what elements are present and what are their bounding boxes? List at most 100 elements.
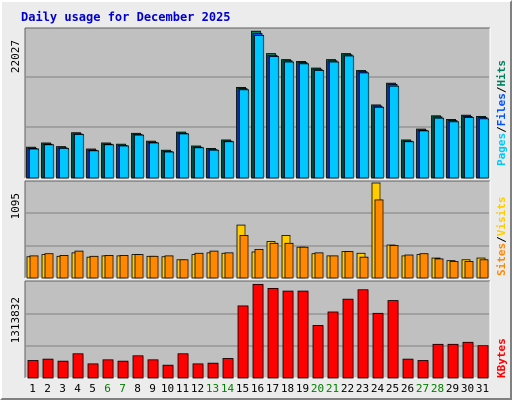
sites-bar — [464, 261, 474, 279]
pages-bar — [104, 144, 114, 179]
sites-bar — [344, 251, 354, 279]
sites-bar — [299, 246, 309, 279]
x-tick-label: 24 — [371, 382, 385, 395]
pages-bar — [449, 121, 459, 179]
x-tick-label: 17 — [266, 382, 279, 395]
x-tick-label: 13 — [206, 382, 219, 395]
x-tick-label: 3 — [59, 382, 66, 395]
sites-bar — [419, 253, 429, 279]
legend-visits: Visits — [495, 197, 508, 237]
sites-bar — [179, 259, 189, 279]
x-tick-label: 12 — [191, 382, 204, 395]
pages-bar — [434, 117, 444, 179]
kbytes-bar — [402, 358, 414, 379]
legend-separator: / — [495, 126, 508, 133]
sites-bar — [284, 242, 294, 279]
x-tick-label: 1 — [29, 382, 36, 395]
kbytes-bar — [432, 343, 444, 379]
pages-bar — [239, 89, 249, 179]
pages-bar — [209, 149, 219, 179]
sites-bar — [389, 245, 399, 279]
kbytes-bar — [222, 358, 234, 379]
x-tick-label: 25 — [386, 382, 399, 395]
kbytes-bar — [27, 360, 39, 379]
pages-bar — [314, 70, 324, 179]
kbytes-bar — [117, 360, 129, 379]
kbytes-bar — [312, 325, 324, 379]
x-tick-label: 28 — [431, 382, 444, 395]
kbytes-bar — [192, 363, 204, 379]
x-tick-label: 11 — [176, 382, 189, 395]
legend-kbytes: KBytes — [495, 338, 508, 378]
pages-bar — [89, 150, 99, 179]
sites-bar — [314, 252, 324, 279]
x-tick-label: 6 — [104, 382, 111, 395]
x-tick-label: 27 — [416, 382, 429, 395]
kbytes-bar — [417, 360, 429, 379]
kbytes-bar — [462, 341, 474, 379]
pages-bar — [419, 130, 429, 179]
kbytes-bar — [372, 312, 384, 379]
pages-bar — [269, 56, 279, 179]
x-tick-label: 16 — [251, 382, 264, 395]
legend-sites: Sites — [495, 243, 508, 276]
pages-bar — [329, 61, 339, 179]
x-tick-label: 19 — [296, 382, 309, 395]
x-tick-label: 9 — [149, 382, 156, 395]
x-tick-label: 14 — [221, 382, 235, 395]
x-tick-label: 5 — [89, 382, 96, 395]
pages-bar — [119, 145, 129, 179]
x-tick-label: 2 — [44, 382, 51, 395]
kbytes-bar — [102, 359, 114, 379]
x-tick-label: 10 — [161, 382, 174, 395]
x-tick-label: 8 — [134, 382, 141, 395]
legend-separator: / — [495, 86, 508, 93]
legend-hits: Hits — [495, 60, 508, 87]
pages-bar — [164, 151, 174, 179]
kbytes-bar — [282, 290, 294, 379]
pages-bar — [284, 61, 294, 179]
legend-files: Files — [495, 93, 508, 126]
pages-bar — [44, 144, 54, 179]
sites-bar — [209, 250, 219, 279]
x-tick-label: 21 — [326, 382, 339, 395]
x-tick-label: 23 — [356, 382, 369, 395]
x-tick-label: 30 — [461, 382, 474, 395]
chart-title: Daily usage for December 2025 — [21, 10, 231, 24]
kbytes-bar — [57, 360, 69, 379]
legend-visits-sites: Sites/Visits — [495, 197, 508, 277]
x-tick-label: 31 — [476, 382, 489, 395]
pages-bar — [179, 133, 189, 179]
sites-bar — [269, 242, 279, 279]
sites-bar — [74, 250, 84, 279]
kbytes-bar — [132, 355, 144, 379]
kbytes-bar — [387, 300, 399, 379]
y-scale-label-3: 1313832 — [9, 297, 22, 343]
sites-bar — [44, 253, 54, 279]
pages-bar — [464, 117, 474, 179]
sites-bar — [254, 248, 264, 279]
kbytes-bar — [447, 343, 459, 379]
pages-bar — [224, 141, 234, 179]
kbytes-bar — [297, 290, 309, 379]
sites-bar — [224, 252, 234, 279]
sites-bar — [194, 252, 204, 279]
x-tick-label: 7 — [119, 382, 126, 395]
kbytes-bar — [42, 358, 54, 379]
sites-bar — [329, 255, 339, 279]
legend-pages: Pages — [495, 133, 508, 166]
kbytes-bar — [237, 305, 249, 379]
x-tick-label: 26 — [401, 382, 414, 395]
kbytes-bar — [477, 345, 489, 379]
y-scale-label-1: 22027 — [9, 40, 22, 73]
sites-bar — [449, 261, 459, 279]
pages-bar — [254, 35, 264, 179]
pages-bar — [374, 106, 384, 179]
y-scale-label-2: 1095 — [9, 193, 22, 220]
sites-bar — [104, 255, 114, 279]
kbytes-bar — [252, 283, 264, 379]
sites-bar — [359, 256, 369, 279]
sites-bar — [119, 255, 129, 279]
kbytes-bar — [357, 289, 369, 379]
sites-bar — [89, 255, 99, 279]
